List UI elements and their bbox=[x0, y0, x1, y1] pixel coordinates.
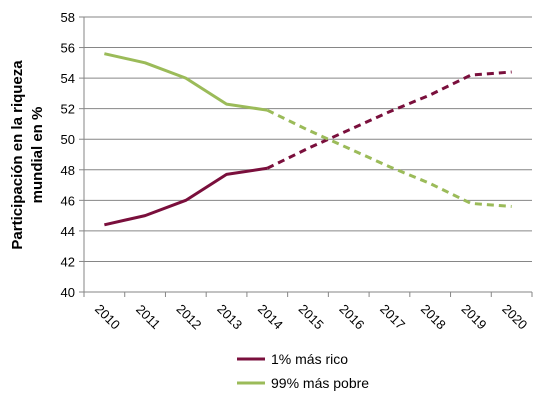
y-tick-label: 48 bbox=[61, 163, 75, 178]
x-tick-label: 2015 bbox=[296, 301, 327, 332]
y-tick-label: 46 bbox=[61, 193, 75, 208]
series-lines bbox=[104, 52, 512, 227]
x-tick-label: 2014 bbox=[255, 301, 286, 332]
series-line-projection bbox=[266, 70, 512, 170]
series-2 bbox=[104, 52, 512, 208]
y-tick-labels: 40 42 44 46 48 50 52 54 56 58 bbox=[61, 10, 84, 300]
series-1 bbox=[104, 70, 512, 227]
x-tick-label: 2012 bbox=[173, 301, 204, 332]
x-tick-label: 2017 bbox=[377, 301, 408, 332]
x-tick-label: 2020 bbox=[499, 301, 530, 332]
legend-item-2: 99% más pobre bbox=[237, 375, 369, 391]
legend-label-1: 1% más rico bbox=[271, 351, 348, 367]
x-tick-label: 2010 bbox=[92, 301, 123, 332]
legend: 1% más rico 99% más pobre bbox=[237, 351, 369, 391]
x-tick-label: 2016 bbox=[336, 301, 367, 332]
y-tick-label: 52 bbox=[61, 102, 75, 117]
x-tick-label: 2013 bbox=[214, 301, 245, 332]
y-tick-label: 40 bbox=[61, 285, 75, 300]
y-tick-label: 54 bbox=[61, 71, 75, 86]
x-tick-label: 2019 bbox=[459, 301, 490, 332]
x-tick-label: 2018 bbox=[418, 301, 449, 332]
y-tick-label: 44 bbox=[61, 224, 75, 239]
x-tick-labels: 2010 2011 2012 2013 2014 2015 2016 2017 2018 2019… bbox=[83, 292, 533, 332]
x-tick-label: 2011 bbox=[133, 302, 163, 332]
legend-label-2: 99% más pobre bbox=[271, 375, 369, 391]
y-axis-title-line-2: mundial en % bbox=[29, 107, 46, 204]
series-line-actual bbox=[104, 52, 268, 112]
series-line-projection bbox=[266, 108, 512, 208]
axes bbox=[83, 17, 532, 293]
gridlines bbox=[84, 16, 532, 262]
y-tick-label: 56 bbox=[61, 41, 75, 56]
legend-item-1: 1% más rico bbox=[237, 351, 348, 367]
y-tick-label: 42 bbox=[61, 254, 75, 269]
y-tick-label: 58 bbox=[61, 10, 75, 25]
y-axis-title: Participación en la riqueza mundial en % bbox=[9, 60, 46, 250]
series-line-actual bbox=[104, 166, 268, 227]
y-axis-title-line-1: Participación en la riqueza bbox=[9, 60, 26, 250]
y-tick-label: 50 bbox=[61, 132, 75, 147]
